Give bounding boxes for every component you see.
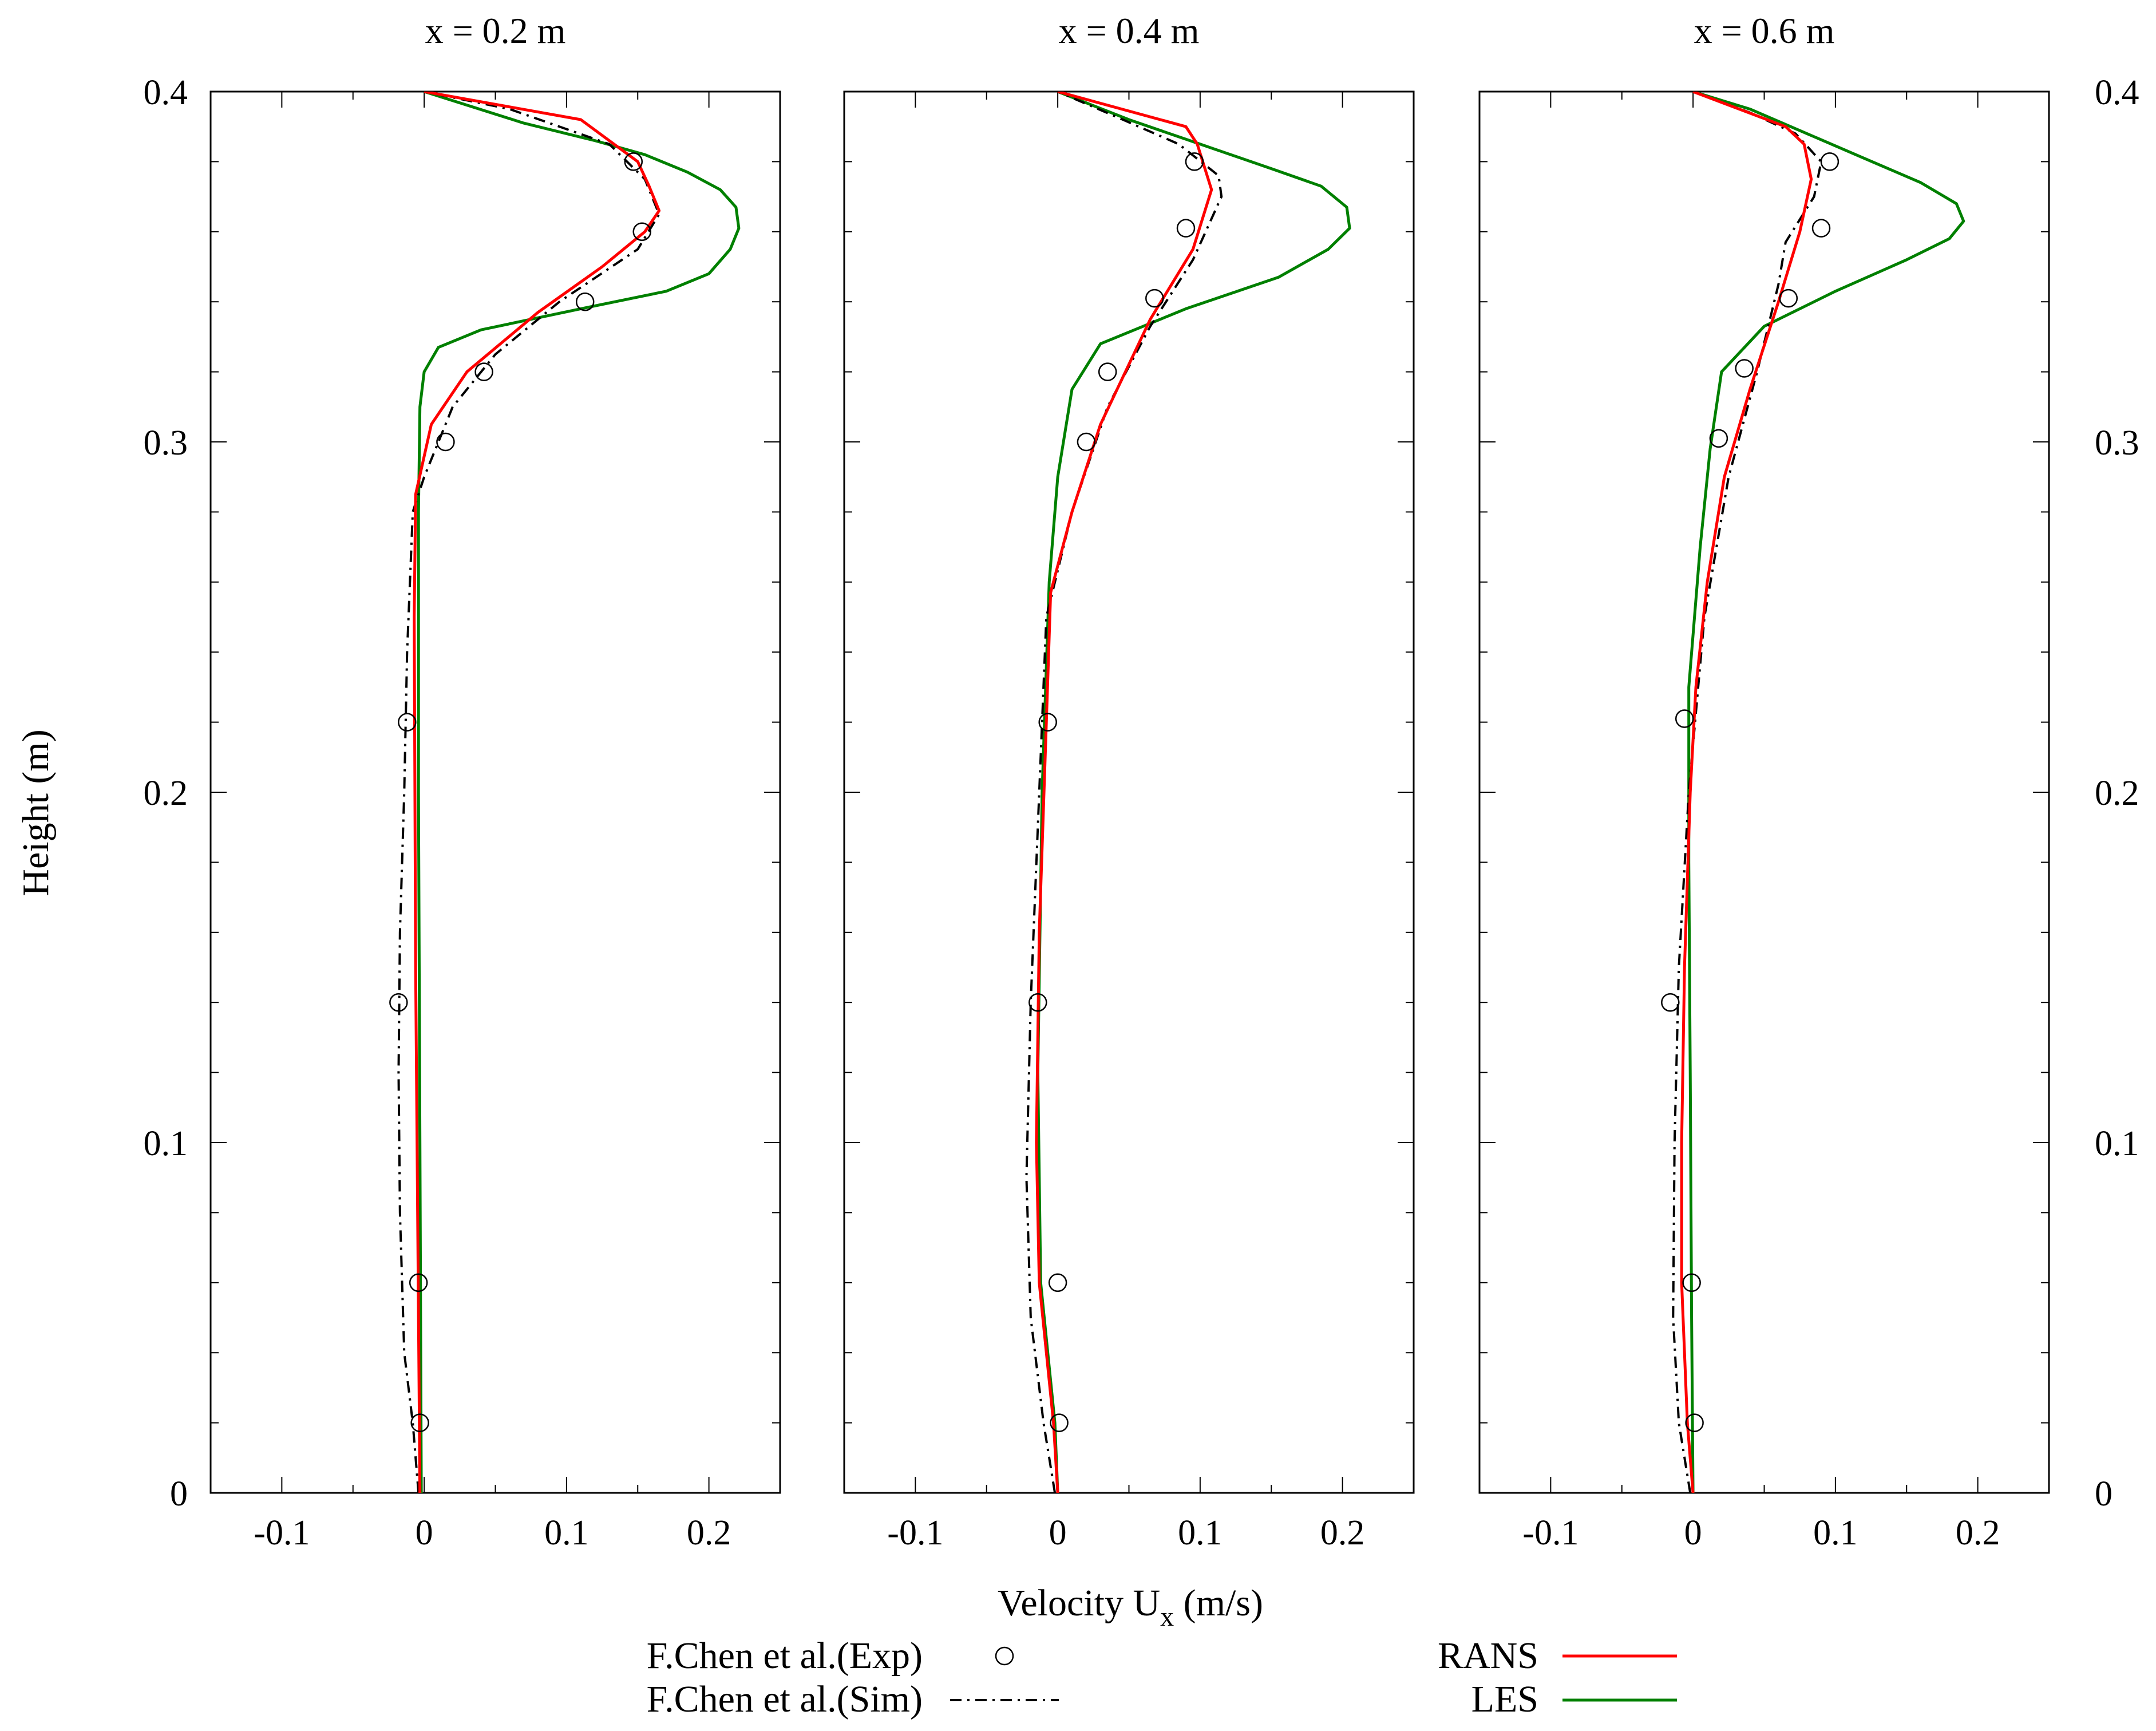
x-axis-title-units: (m/s) — [1174, 1582, 1263, 1624]
legend-label-exp: F.Chen et al.(Exp) — [647, 1635, 923, 1677]
series-line-les — [1036, 92, 1351, 1493]
y-tick-label-left: 0.2 — [144, 774, 188, 813]
x-tick-label: -0.1 — [254, 1513, 310, 1552]
exp-point — [1682, 1273, 1701, 1293]
panel-series — [1661, 92, 1965, 1493]
exp-point — [1145, 288, 1164, 308]
x-tick-label: 0 — [416, 1513, 433, 1552]
x-axis-title: Velocity Ux (m/s) — [998, 1582, 1263, 1632]
exp-point — [474, 362, 493, 381]
y-tick-label-right: 0.3 — [2095, 424, 2139, 463]
exp-point — [1735, 359, 1754, 378]
x-tick-label: 0 — [1684, 1513, 1702, 1552]
panel-frame — [843, 90, 1415, 1494]
x-tick-label: 0.2 — [1320, 1513, 1365, 1552]
series-line-les — [1687, 92, 1965, 1493]
panel-frame — [209, 90, 781, 1494]
y-axis-title: Height (m) — [15, 729, 57, 896]
legend-label-les: LES — [1471, 1678, 1538, 1720]
exp-point — [410, 1413, 429, 1432]
y-tick-label-right: 0 — [2095, 1475, 2113, 1513]
x-tick-label: 0.1 — [1178, 1513, 1223, 1552]
exp-point — [1038, 713, 1057, 732]
exp-point — [1811, 219, 1831, 238]
y-tick-label-left: 0.3 — [144, 424, 188, 463]
exp-point — [436, 432, 455, 452]
exp-point — [409, 1273, 428, 1293]
series-line-sim — [1025, 92, 1223, 1493]
series-line-rans — [413, 92, 661, 1493]
series-line-rans — [1680, 92, 1813, 1493]
panel-2: -0.1 0 0.1 0.2 x = 0.4 m — [843, 10, 1415, 1552]
panels: -0.1 0 0.1 0.2 0 0.1 0.2 0.3 0.4 x = 0.2 m -0.1 0 0.… — [144, 10, 2139, 1552]
y-tick-label-left: 0 — [170, 1475, 188, 1513]
x-tick-label: 0.1 — [1813, 1513, 1858, 1552]
panel-1: -0.1 0 0.1 0.2 0 0.1 0.2 0.3 0.4 x = 0.2 m — [144, 10, 781, 1552]
exp-point — [1098, 362, 1117, 381]
series-line-rans — [1035, 92, 1213, 1493]
series-line-sim — [1672, 92, 1823, 1493]
exp-point — [1709, 429, 1728, 448]
panel-series — [389, 92, 741, 1493]
exp-point — [1661, 993, 1680, 1012]
exp-point — [1077, 432, 1096, 452]
panel-frame — [1478, 90, 2050, 1494]
y-tick-label-right: 0.1 — [2095, 1124, 2139, 1163]
exp-point — [632, 222, 651, 242]
x-axis-title-main: Velocity U — [998, 1582, 1160, 1624]
panel-title: x = 0.4 m — [1059, 10, 1200, 51]
panel-title: x = 0.2 m — [425, 10, 566, 51]
y-tick-label-right: 0.4 — [2095, 73, 2139, 112]
y-tick-label-left: 0.1 — [144, 1124, 188, 1163]
x-tick-label: 0 — [1049, 1513, 1067, 1552]
exp-point — [1779, 288, 1798, 308]
exp-point — [398, 713, 417, 732]
panel-title: x = 0.6 m — [1694, 10, 1835, 51]
x-tick-label: 0.2 — [687, 1513, 731, 1552]
legend-label-sim: F.Chen et al.(Sim) — [647, 1678, 923, 1720]
panel-series — [1025, 92, 1351, 1493]
exp-point — [1176, 219, 1196, 238]
exp-point — [575, 292, 595, 311]
exp-point — [1675, 709, 1694, 728]
x-tick-label: -0.1 — [887, 1513, 943, 1552]
exp-point — [1820, 152, 1839, 171]
x-tick-label: 0.1 — [544, 1513, 589, 1552]
legend: F.Chen et al.(Exp) F.Chen et al.(Sim) RA… — [647, 1635, 1677, 1720]
panel-3: -0.1 0 0.1 0.2 0 0.1 0.2 0.3 0.4 x = 0.6 m — [1478, 10, 2139, 1552]
x-tick-label: -0.1 — [1522, 1513, 1579, 1552]
x-axis-title-subscript: x — [1160, 1602, 1174, 1632]
series-line-les — [417, 92, 741, 1493]
exp-point — [624, 152, 643, 171]
exp-point — [1685, 1413, 1704, 1432]
exp-point — [1028, 993, 1047, 1012]
y-tick-label-left: 0.4 — [144, 73, 188, 112]
exp-point — [389, 993, 408, 1012]
legend-marker-exp — [995, 1646, 1014, 1666]
exp-point — [1050, 1413, 1069, 1432]
y-tick-label-right: 0.2 — [2095, 774, 2139, 813]
exp-point — [1185, 152, 1204, 171]
exp-point — [1048, 1273, 1067, 1293]
x-tick-label: 0.2 — [1956, 1513, 2000, 1552]
legend-label-rans: RANS — [1438, 1635, 1538, 1677]
